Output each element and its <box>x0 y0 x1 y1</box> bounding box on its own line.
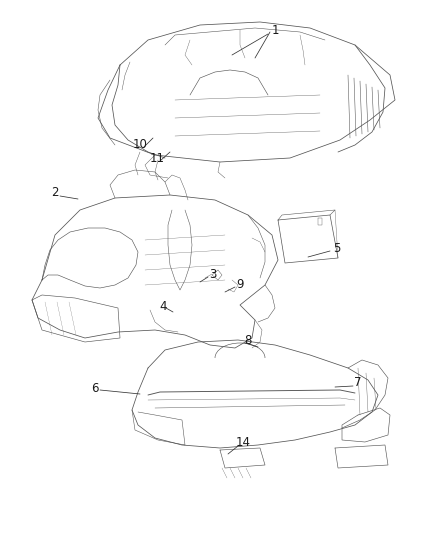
Text: 1: 1 <box>271 23 279 36</box>
Text: 5: 5 <box>333 241 341 254</box>
Text: 6: 6 <box>91 382 99 394</box>
Text: 4: 4 <box>159 300 167 312</box>
Text: 9: 9 <box>236 279 244 292</box>
Text: 14: 14 <box>236 437 251 449</box>
Text: 2: 2 <box>51 185 59 198</box>
Text: 10: 10 <box>133 139 148 151</box>
Text: 11: 11 <box>149 151 165 165</box>
Text: 7: 7 <box>354 376 362 390</box>
Text: 3: 3 <box>209 268 217 280</box>
Text: 8: 8 <box>244 334 252 346</box>
